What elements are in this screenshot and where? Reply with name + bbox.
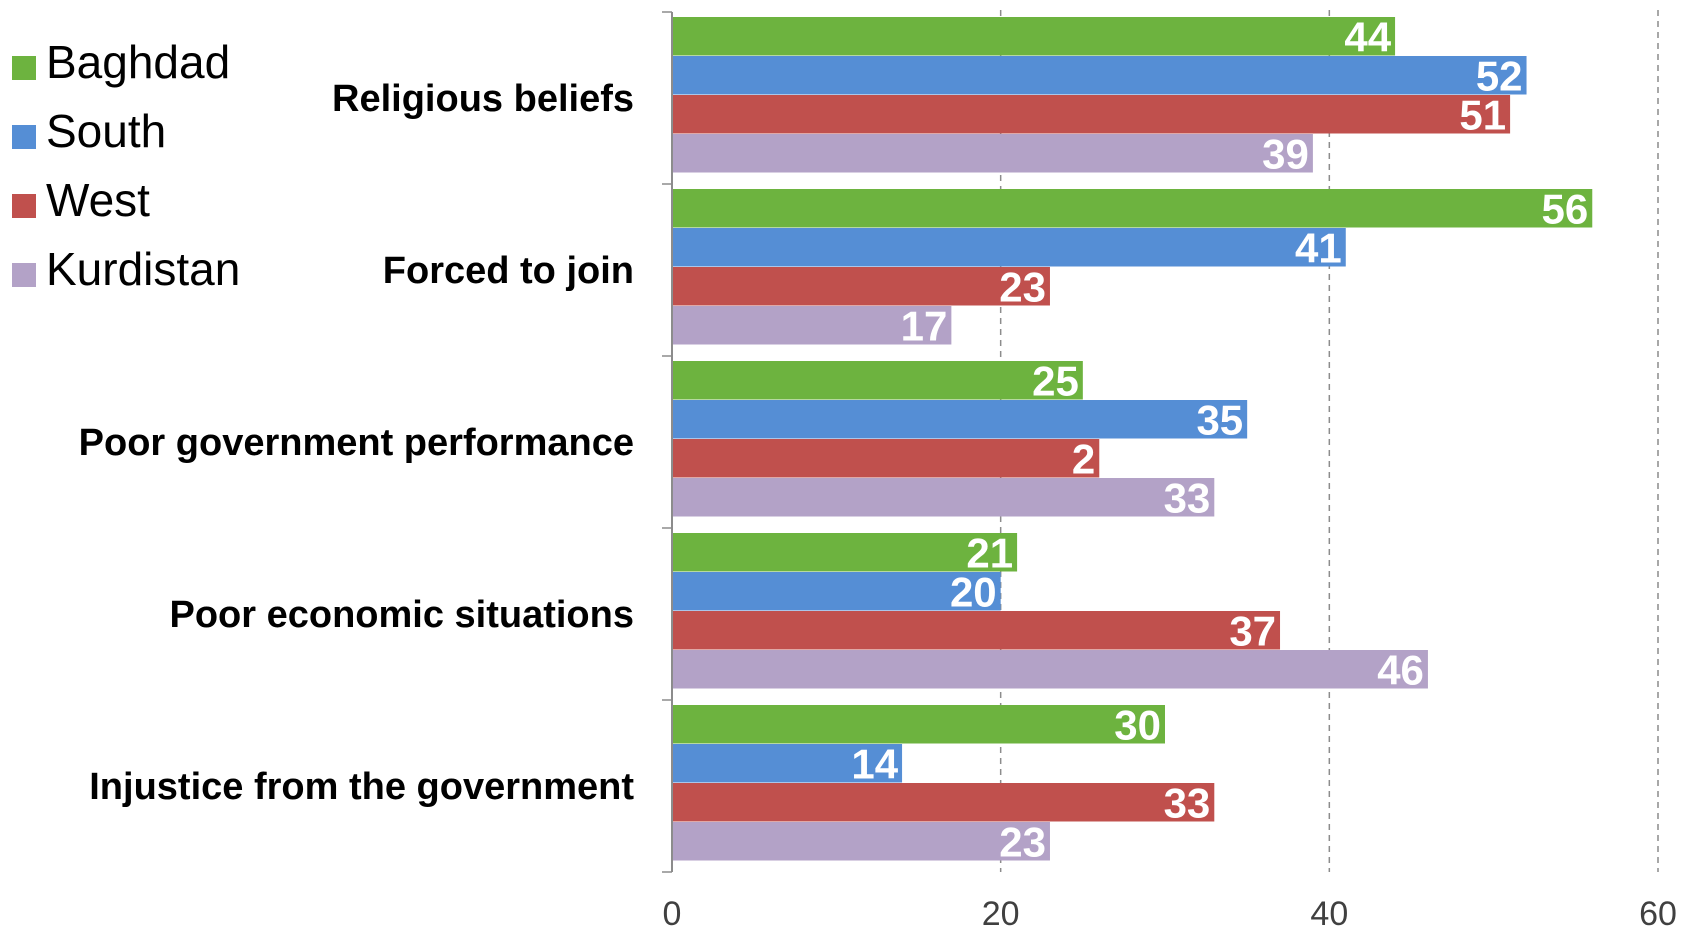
data-label-west-4: 33	[1164, 780, 1211, 827]
bar-west-3	[672, 611, 1281, 650]
data-label-kurdistan-4: 23	[999, 819, 1046, 866]
data-label-west-2: 2	[1072, 436, 1095, 483]
bar-baghdad-1	[672, 189, 1593, 228]
bar-baghdad-2	[672, 361, 1083, 400]
legend-swatch-kurdistan	[12, 263, 36, 287]
bar-kurdistan-4	[672, 822, 1050, 861]
data-label-south-0: 52	[1476, 53, 1523, 100]
data-label-west-0: 51	[1459, 92, 1506, 139]
bar-west-1	[672, 267, 1050, 306]
data-label-south-4: 14	[851, 741, 898, 788]
bar-south-3	[672, 572, 1001, 611]
bar-west-4	[672, 783, 1215, 822]
category-label-3: Poor economic situations	[169, 594, 634, 636]
x-tick-label-0: 0	[663, 895, 682, 932]
data-label-baghdad-0: 44	[1344, 14, 1391, 61]
legend-label-baghdad: Baghdad	[46, 36, 230, 88]
category-label-0: Religious beliefs	[332, 78, 634, 120]
bar-kurdistan-1	[672, 306, 952, 345]
bar-baghdad-0	[672, 17, 1396, 56]
bar-kurdistan-2	[672, 478, 1215, 517]
legend-label-south: South	[46, 105, 166, 157]
data-label-kurdistan-1: 17	[901, 303, 948, 350]
data-label-baghdad-3: 21	[966, 530, 1013, 577]
x-tick-label-20: 20	[982, 895, 1020, 932]
data-label-baghdad-1: 56	[1542, 186, 1589, 233]
legend: Baghdad South West Kurdistan	[12, 36, 240, 295]
bar-west-2	[672, 439, 1100, 478]
bar-kurdistan-3	[672, 650, 1428, 689]
data-label-kurdistan-3: 46	[1377, 647, 1424, 694]
data-label-baghdad-4: 30	[1114, 702, 1161, 749]
legend-label-west: West	[46, 174, 150, 226]
legend-swatch-south	[12, 125, 36, 149]
axes	[662, 11, 673, 873]
bar-south-1	[672, 228, 1346, 267]
bar-south-4	[672, 744, 903, 783]
x-tick-label-40: 40	[1310, 895, 1348, 932]
data-label-west-1: 23	[999, 264, 1046, 311]
bar-south-0	[672, 56, 1527, 95]
bar-west-0	[672, 95, 1511, 134]
x-tick-label-60: 60	[1639, 895, 1677, 932]
legend-label-kurdistan: Kurdistan	[46, 243, 240, 295]
data-label-south-2: 35	[1196, 397, 1243, 444]
bar-baghdad-3	[672, 533, 1018, 572]
bar-kurdistan-0	[672, 134, 1313, 173]
legend-swatch-baghdad	[12, 56, 36, 80]
category-label-2: Poor government performance	[79, 422, 634, 464]
bar-baghdad-4	[672, 705, 1165, 744]
bars	[672, 17, 1593, 861]
category-label-1: Forced to join	[383, 250, 634, 292]
legend-swatch-west	[12, 194, 36, 218]
category-label-4: Injustice from the government	[89, 766, 634, 808]
data-label-baghdad-2: 25	[1032, 358, 1079, 405]
data-label-west-3: 37	[1229, 608, 1276, 655]
data-label-kurdistan-0: 39	[1262, 131, 1309, 178]
data-label-south-3: 20	[950, 569, 997, 616]
data-label-kurdistan-2: 33	[1164, 475, 1211, 522]
data-label-south-1: 41	[1295, 225, 1342, 272]
bar-south-2	[672, 400, 1248, 439]
